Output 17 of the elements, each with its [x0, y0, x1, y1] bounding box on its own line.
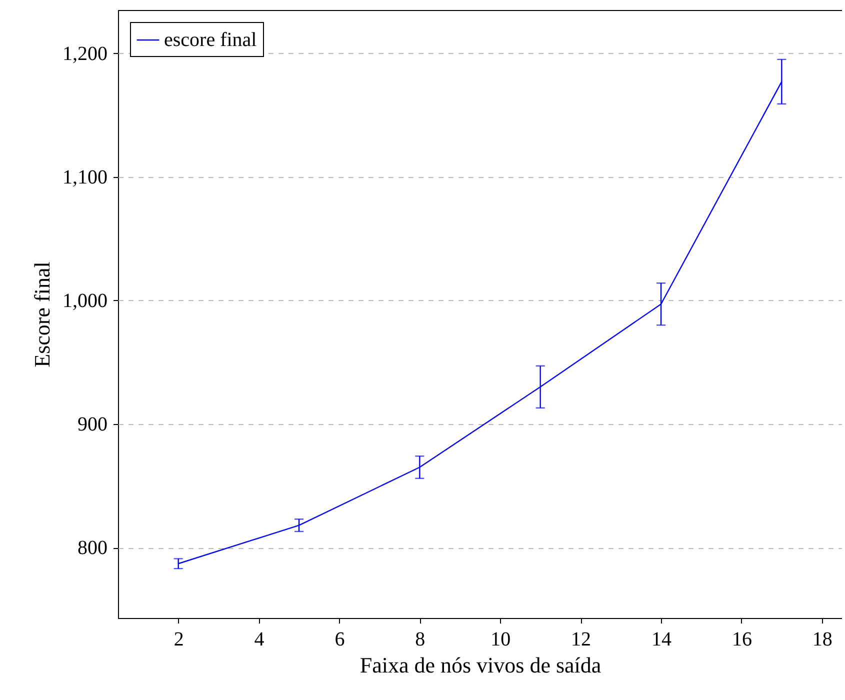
x-tick-label: 10 [490, 628, 511, 650]
x-tick-label: 16 [732, 628, 752, 650]
y-tick-label: 1,000 [62, 290, 108, 312]
legend-label: escore final [164, 29, 258, 51]
x-axis-title: Faixa de nós vivos de saída [360, 652, 602, 678]
x-tick-label: 8 [415, 628, 426, 650]
x-tick-label: 6 [334, 628, 345, 650]
x-tick-label: 4 [254, 628, 264, 650]
y-axis-title: Escore final [30, 262, 54, 368]
y-tick-label: 1,100 [62, 166, 108, 188]
x-tick-label: 2 [174, 628, 184, 650]
y-tick-label: 900 [78, 413, 108, 436]
x-tick-label: 18 [812, 628, 832, 650]
y-tick-label: 1,200 [62, 42, 108, 65]
x-tick-label: 12 [571, 628, 592, 650]
y-tick-label: 800 [78, 537, 108, 560]
x-tick-label: 14 [652, 628, 672, 650]
